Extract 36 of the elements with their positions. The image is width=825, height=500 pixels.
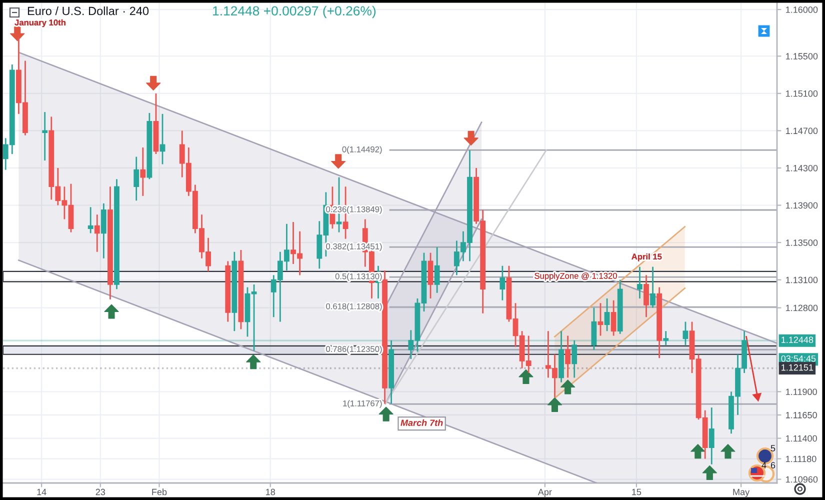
x-tick-label: 23 [96,488,106,496]
x-tick-label: 15 [632,488,642,496]
ref-line-label: 0.618(1.12808) [326,303,382,311]
x-tick-label: Apr [538,488,552,497]
x-tick-label: Feb [152,488,167,496]
annotation: 6 [770,462,776,468]
y-tick-label: 1.10960 [786,476,818,483]
y-tick-label: 1.14700 [786,128,818,134]
ref-line-label: 0(1.14492) [342,146,382,154]
y-tick-label: 1.13500 [786,240,818,246]
y-tick-label: 1.11180 [786,456,816,462]
text: 03:54:45 [781,355,816,362]
ref-line-label: 1(1.11767) [343,400,382,408]
y-tick-label: 1.13100 [786,276,818,284]
annotation: 5 [770,445,776,452]
chart-title: Euro / U.S. Dollar · 240 [28,6,149,16]
y-tick-label: 1.16000 [786,6,818,13]
y-tick-label: 1.11650 [786,412,817,418]
y-tick-label: 1.15100 [786,90,818,97]
ref-line-label: 0.786(1.12350) [326,346,382,354]
x-tick-label: May [733,488,750,497]
y-tick-label: 1.15500 [786,53,818,60]
annotation: March 7th [400,419,443,426]
ref-line-label: 1.12151 [782,364,814,371]
x-tick-label: 18 [266,488,275,496]
y-tick-label: 1.11400 [786,435,817,442]
y-tick-label: 1.13900 [786,202,818,209]
y-tick-label: 1.11900 [786,388,817,396]
annotation: 4 [762,462,766,468]
y-tick-label: 1.12800 [786,304,818,312]
band-label: SupplyZone @ 1.1320 [534,272,617,280]
y-tick-label: 1.14300 [786,164,818,172]
annotation: January 10th [14,19,66,28]
ref-line-label: 1.12448 [782,336,814,344]
chart-subtitle: 1.12448 +0.00297 (+0.26%) [213,6,376,18]
x-tick-label: 14 [37,488,46,496]
